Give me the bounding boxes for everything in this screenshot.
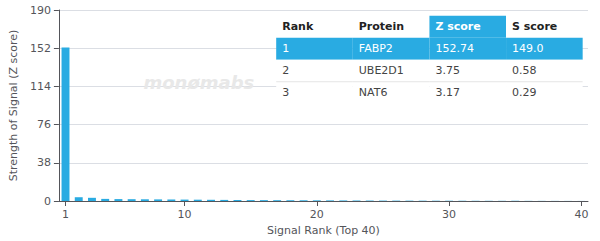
svg-text:76: 76 [37,118,51,131]
svg-text:Protein: Protein [359,20,404,33]
svg-text:20: 20 [310,208,324,221]
svg-text:0.29: 0.29 [512,86,537,99]
svg-text:10: 10 [178,208,192,221]
svg-text:190: 190 [30,4,51,17]
svg-text:40: 40 [574,208,588,221]
svg-text:149.0: 149.0 [512,42,544,55]
svg-text:152: 152 [30,42,51,55]
svg-text:152.74: 152.74 [435,42,474,55]
svg-text:S score: S score [512,20,557,33]
svg-text:1: 1 [282,42,289,55]
svg-text:3: 3 [282,86,289,99]
svg-text:114: 114 [30,80,51,93]
svg-text:FABP2: FABP2 [359,42,393,55]
svg-text:monømabs: monømabs [144,72,255,93]
svg-text:38: 38 [37,156,51,169]
svg-text:1: 1 [62,208,69,221]
svg-text:3.75: 3.75 [435,64,460,77]
svg-text:Z score: Z score [435,20,480,33]
svg-text:UBE2D1: UBE2D1 [359,64,404,77]
svg-text:Rank: Rank [282,20,314,33]
svg-text:0.58: 0.58 [512,64,537,77]
svg-text:2: 2 [282,64,289,77]
svg-text:Signal Rank (Top 40): Signal Rank (Top 40) [267,224,380,237]
svg-text:0: 0 [44,195,51,208]
svg-text:NAT6: NAT6 [359,86,388,99]
svg-text:3.17: 3.17 [435,86,460,99]
svg-text:Strength of Signal (Z score): Strength of Signal (Z score) [7,30,20,182]
svg-text:30: 30 [442,208,456,221]
